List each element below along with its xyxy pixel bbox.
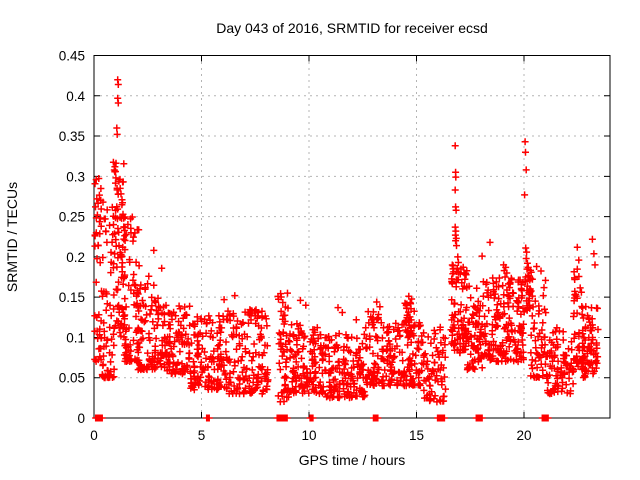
- y-tick-label: 0.05: [59, 371, 85, 386]
- y-tick-label: 0.2: [66, 250, 85, 265]
- chart-title: Day 043 of 2016, SRMTID for receiver ecs…: [216, 20, 488, 36]
- x-tick-label: 5: [198, 428, 206, 443]
- data-points: [91, 76, 602, 422]
- x-tick-label: 10: [301, 428, 316, 443]
- y-tick-label: 0.3: [66, 169, 85, 184]
- tick-labels: 0 5 10 15 20 0 0.05 0.1 0.15 0.2 0.25 0.3 0.35 0.4 0.4…: [59, 49, 532, 444]
- y-tick-label: 0.1: [66, 330, 85, 345]
- y-axis-label: SRMTID / TECUs: [4, 182, 20, 292]
- plot-border: [93, 55, 611, 419]
- y-tick-label: 0: [77, 411, 85, 426]
- x-tick-label: 20: [516, 428, 531, 443]
- y-tick-label: 0.25: [59, 210, 85, 225]
- y-tick-label: 0.4: [66, 89, 85, 104]
- y-tick-label: 0.15: [59, 290, 85, 305]
- x-tick-label: 15: [409, 428, 424, 443]
- y-tick-label: 0.35: [59, 129, 85, 144]
- x-tick-label: 0: [90, 428, 98, 443]
- y-tick-label: 0.45: [59, 49, 85, 64]
- x-axis-label: GPS time / hours: [299, 452, 406, 468]
